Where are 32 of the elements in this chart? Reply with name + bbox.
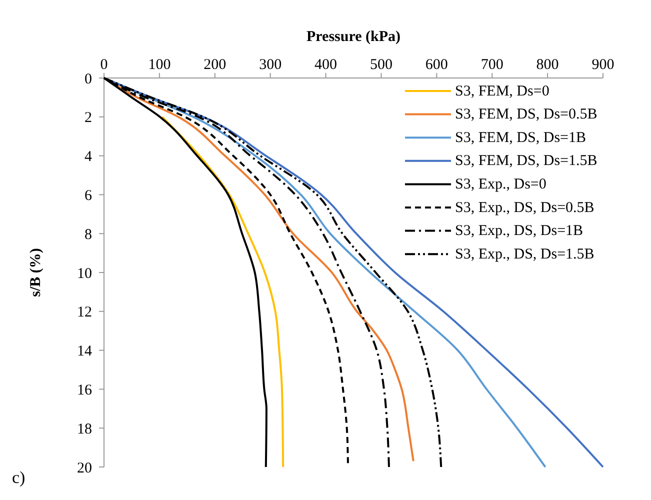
x-tick-label: 700: [480, 57, 504, 73]
y-tick-label: 0: [84, 71, 92, 88]
text: c): [12, 468, 26, 487]
y-tick-label: 12: [77, 304, 92, 321]
legend-label: S3, Exp., DS, Ds=1B: [455, 223, 584, 240]
legend-label: S3, FEM, DS, Ds=0.5B: [455, 106, 598, 123]
y-tick-label: 4: [84, 149, 92, 166]
x-tick-label: 600: [425, 57, 448, 73]
y-tick-label: 20: [77, 460, 92, 476]
y-tick-label: 2: [84, 110, 92, 126]
legend-label: S3, FEM, DS, Ds=1.5B: [455, 153, 598, 170]
x-tick-label: 0: [100, 57, 108, 73]
y-tick-label: 14: [77, 344, 92, 360]
y-tick-label: 6: [84, 188, 92, 204]
y-tick-label: 16: [77, 382, 92, 398]
x-tick-label: 500: [370, 57, 392, 73]
legend-label: S3, FEM, Ds=0: [455, 83, 550, 100]
y-tick-label: 8: [84, 226, 92, 243]
x-axis-title: Pressure (kPa): [306, 29, 401, 45]
y-axis-title: s/B (%): [28, 248, 44, 297]
x-tick-label: 200: [204, 57, 226, 73]
x-tick-label: 800: [536, 57, 559, 73]
x-tick-label: 300: [259, 57, 282, 73]
legend-label: S3, Exp., DS, Ds=0.5B: [455, 200, 594, 216]
legend-label: S3, Exp., DS, Ds=1.5B: [455, 246, 594, 262]
x-tick-label: 900: [592, 57, 614, 73]
y-tick-label: 18: [77, 421, 92, 438]
y-tick-label: 10: [77, 266, 92, 282]
x-tick-label: 400: [314, 57, 338, 73]
legend-label: S3, Exp., Ds=0: [455, 176, 546, 192]
x-tick-label: 100: [148, 57, 171, 73]
legend-label: S3, FEM, DS, Ds=1B: [455, 130, 586, 146]
